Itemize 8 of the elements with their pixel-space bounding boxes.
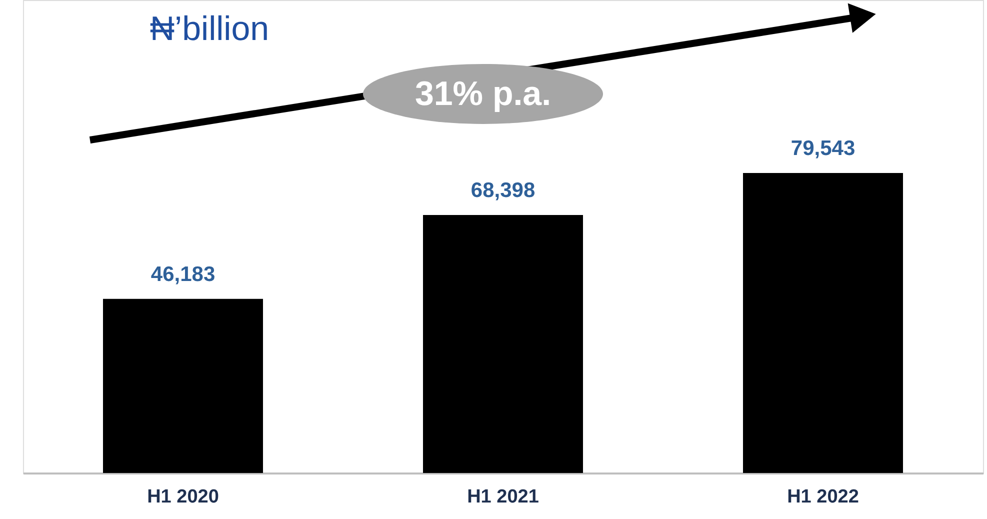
x-tick-label: H1 2020 [147, 486, 219, 508]
data-label: 46,183 [150, 262, 216, 286]
data-label: 68,398 [470, 179, 536, 202]
data-label: 79,543 [790, 137, 856, 160]
text: 31% p.a. [414, 75, 552, 113]
x-tick-label: H1 2021 [467, 486, 540, 508]
chart-title: ₦’billion [150, 10, 270, 48]
x-tick-label: H1 2022 [787, 486, 859, 508]
